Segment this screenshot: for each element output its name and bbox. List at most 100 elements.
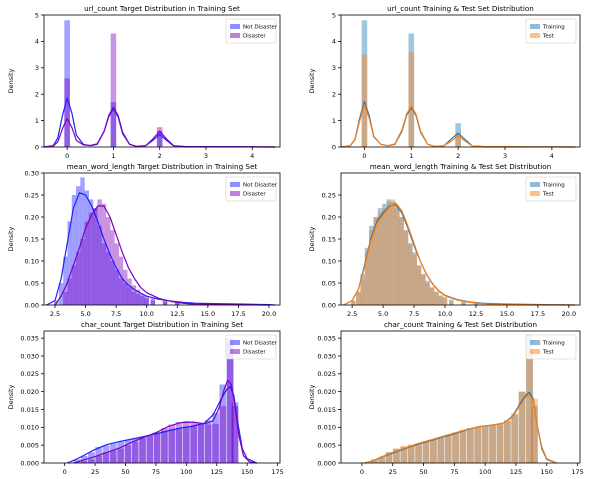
histogram-bar (118, 256, 124, 305)
histogram-bar (88, 459, 95, 463)
series-2-bars (351, 199, 479, 305)
histogram-bar (197, 423, 205, 463)
x-tick-label: 3 (204, 152, 208, 160)
histogram-bar (390, 201, 396, 305)
y-tick-label: 0.010 (20, 424, 39, 432)
histogram-bar (144, 298, 149, 305)
histogram-bar (102, 452, 110, 463)
histogram-bar (393, 448, 400, 463)
series-1-bars (73, 338, 239, 463)
histogram-bar (421, 274, 426, 305)
legend-label: Training (542, 25, 565, 31)
x-tick-label: 2.5 (50, 310, 60, 318)
histogram-bar (434, 291, 439, 305)
histogram-bar (425, 283, 430, 305)
histogram-bar (153, 432, 161, 463)
histogram-bar (412, 254, 417, 305)
y-tick-label: 0.20 (322, 213, 336, 221)
histogram-bar (461, 301, 466, 305)
series-2-bars (370, 348, 538, 463)
legend: Not Disaster Disaster (225, 18, 278, 44)
x-tick-label: 7.5 (111, 310, 121, 318)
histogram-bar (150, 298, 156, 305)
histogram-bar (156, 127, 163, 147)
series-1-kde-line (46, 192, 276, 306)
histogram-bar (63, 291, 68, 305)
histogram-bar (364, 247, 370, 305)
x-axis: 0 25 50 75 100 125 150 175 (360, 463, 584, 476)
histogram-bar (80, 239, 85, 305)
histogram-bar (139, 437, 146, 463)
chart-panel-4: 2.5 5.0 7.5 10.0 12.5 15.0 17.5 20.0 0.00 0.05 0.1… (308, 162, 581, 318)
y-tick-label: 2 (35, 91, 39, 99)
histogram-bar (204, 420, 212, 463)
histogram-bar (442, 297, 448, 305)
chart-panel-5: 0 25 50 75 100 125 150 1750.0000.0050.0100.0150… (7, 320, 284, 476)
y-tick-label: 0.05 (25, 279, 39, 287)
y-tick-label: 1 (35, 117, 39, 125)
x-tick-label: 10.0 (438, 310, 452, 318)
histogram-bar (448, 300, 454, 305)
legend-label: Test (542, 192, 555, 198)
histogram-bar (190, 425, 197, 463)
y-tick-label: 0.015 (317, 406, 336, 414)
histogram-bar (369, 230, 374, 305)
histogram-bar (162, 301, 168, 305)
y-axis: 0 1 2 3 4 5 (332, 11, 341, 151)
histogram-bar (140, 294, 145, 305)
x-tick-label: 2 (456, 152, 460, 160)
histogram-bar (438, 296, 443, 305)
histogram-bar (403, 230, 409, 305)
histogram-bar (489, 424, 496, 463)
y-tick-label: 0.015 (20, 406, 39, 414)
histogram-bar (385, 452, 393, 463)
legend-label: Training (542, 341, 565, 347)
histogram-bar (511, 413, 519, 463)
histogram-bar (219, 384, 227, 463)
x-tick-label: 5.0 (80, 310, 90, 318)
histogram-bar (67, 278, 72, 305)
histogram-bar (459, 430, 467, 463)
y-tick-label: 0.025 (20, 370, 39, 378)
y-axis-label: Density (308, 226, 316, 251)
legend-label: Disaster (243, 350, 266, 356)
histogram-bar (378, 456, 386, 463)
histogram-bar (71, 195, 77, 305)
x-tick-label: 12.5 (170, 310, 184, 318)
histogram-bar (390, 199, 396, 305)
histogram-bar (212, 423, 219, 463)
x-tick-label: 3 (503, 152, 507, 160)
y-tick-label: 0.010 (317, 424, 336, 432)
x-tick-label: 125 (211, 468, 223, 476)
histogram-bar (118, 278, 124, 305)
histogram-bar (373, 217, 378, 305)
series-1-bars (361, 20, 461, 148)
x-tick-label: 50 (121, 468, 129, 476)
x-axis: 0 1 2 3 4 (362, 147, 554, 160)
histogram-bar (415, 443, 423, 463)
y-tick-label: 0.020 (20, 388, 39, 396)
histogram-bar (429, 287, 435, 305)
histogram-bar (131, 438, 139, 463)
chart-title: char_count Training & Test Set Distribut… (384, 320, 537, 329)
chart-title: char_count Target Distribution in Traini… (81, 320, 243, 329)
legend-swatch (530, 191, 540, 196)
y-tick-label: 1 (332, 117, 336, 125)
histogram-bar (474, 427, 482, 463)
histogram-bar (518, 391, 526, 463)
histogram-bar (84, 221, 89, 305)
x-axis: 0 25 50 75 100 125 150 175 (63, 463, 284, 476)
histogram-bar (161, 428, 168, 463)
x-tick-label: 75 (450, 468, 458, 476)
y-tick-label: 0.10 (25, 257, 39, 265)
series-1-bars (351, 199, 565, 305)
histogram-bar (168, 424, 176, 463)
x-tick-label: 0 (360, 468, 364, 476)
histogram-bar (110, 33, 117, 148)
histogram-bar (377, 208, 383, 305)
x-axis: 0 1 2 3 4 (65, 147, 254, 160)
histogram-bar (140, 296, 145, 305)
y-tick-label: 3 (35, 64, 39, 72)
histogram-bar (97, 225, 102, 305)
histogram-bar (386, 199, 391, 305)
